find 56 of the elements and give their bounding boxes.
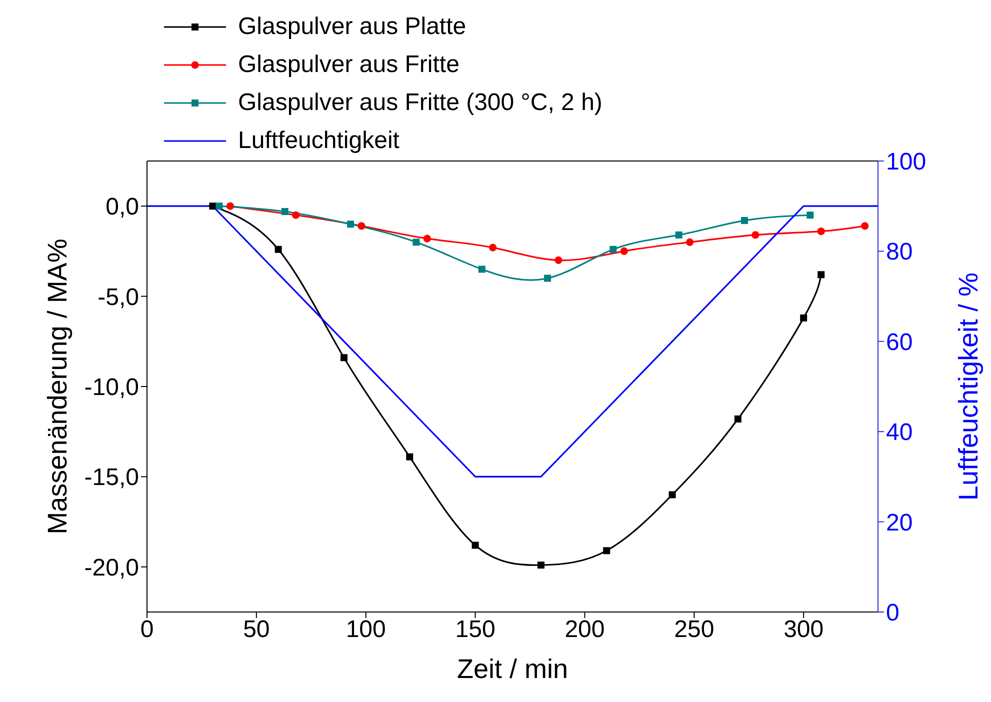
point	[472, 542, 479, 549]
point	[209, 202, 216, 210]
y-tick-label: 0,0	[106, 194, 139, 221]
point	[603, 547, 610, 554]
point	[358, 222, 366, 230]
point	[281, 208, 288, 216]
point	[340, 354, 348, 362]
y-tick-label: -10,0	[84, 374, 139, 402]
point	[412, 238, 420, 246]
point	[752, 231, 760, 239]
point	[489, 244, 497, 252]
point	[740, 217, 748, 224]
point	[610, 246, 617, 253]
point	[734, 415, 742, 422]
x-tick-label: 150	[455, 616, 496, 644]
y-axis-title: Massenänderung / MA%	[42, 238, 73, 534]
point	[620, 247, 628, 255]
y2-tick-label: 100	[886, 148, 926, 176]
point	[668, 491, 676, 498]
x-axis-title: Zeit / min	[456, 654, 568, 684]
y2-tick-label: 20	[886, 509, 913, 536]
point	[347, 220, 354, 228]
x-tick-label: 50	[243, 616, 270, 644]
point	[406, 453, 414, 460]
point	[537, 562, 544, 569]
legend-label: Luftfeuchtigkeit	[238, 127, 400, 155]
point	[274, 246, 282, 253]
y-tick-label: -5,0	[98, 284, 139, 311]
y2-axis-title: Luftfeuchtigkeit / %	[954, 272, 984, 501]
point	[800, 314, 808, 322]
point	[675, 231, 682, 238]
point	[806, 212, 814, 219]
point	[292, 211, 300, 219]
point	[216, 202, 223, 210]
y2-tick-label: 60	[886, 328, 913, 356]
x-tick-label: 200	[564, 616, 605, 644]
y2-tick-label: 80	[886, 238, 913, 266]
point	[554, 256, 562, 264]
legend-label: Glaspulver aus Platte	[238, 13, 466, 41]
x-tick-label: 100	[346, 616, 386, 644]
y-tick-label: -15,0	[84, 464, 139, 492]
point	[226, 202, 234, 210]
y-tick-label: -20,0	[84, 554, 139, 582]
x-tick-label: 300	[784, 616, 824, 644]
point	[818, 271, 825, 278]
point	[817, 228, 825, 236]
point	[861, 222, 869, 230]
legend-label: Glaspulver aus Fritte (300 °C, 2 h)	[238, 89, 602, 117]
point	[686, 238, 694, 246]
legend-label: Glaspulver aus Fritte	[238, 51, 460, 79]
x-tick-label: 250	[674, 616, 714, 644]
y2-tick-label: 40	[886, 419, 913, 446]
point	[478, 266, 486, 273]
point	[544, 274, 552, 282]
x-tick-label: 0	[140, 616, 154, 644]
point	[423, 234, 431, 242]
